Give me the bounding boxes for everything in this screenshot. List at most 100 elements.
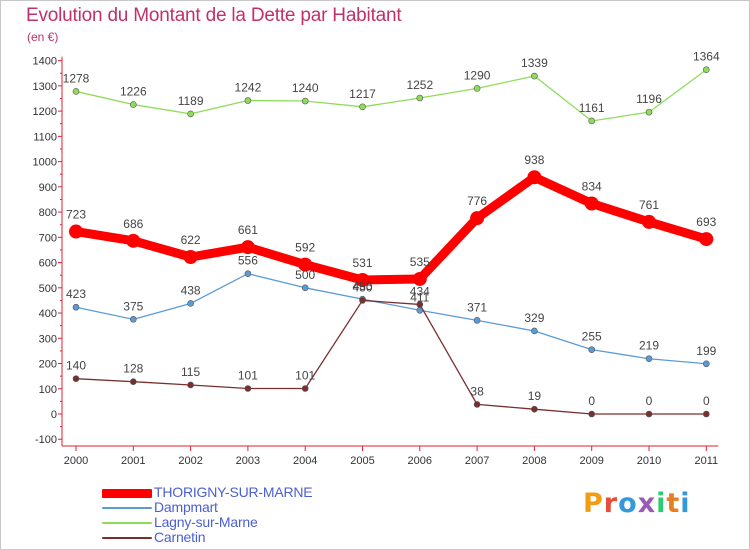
x-tick-label: 2008	[522, 455, 546, 467]
y-tick-label: 1100	[33, 131, 57, 143]
data-point	[645, 410, 653, 418]
data-label: 1290	[464, 68, 491, 82]
x-tick-label: 2002	[178, 455, 202, 467]
data-label: 329	[524, 311, 544, 325]
data-label: 1339	[521, 56, 548, 70]
data-point	[645, 355, 653, 363]
series-line	[75, 299, 707, 415]
data-point	[531, 72, 538, 80]
legend-label: THORIGNY-SUR-MARNE	[154, 484, 313, 500]
y-tick-label: 1300	[33, 81, 57, 93]
data-point	[130, 101, 137, 108]
data-point	[588, 117, 596, 125]
y-tick-label: 1000	[33, 157, 57, 169]
data-point	[301, 385, 309, 392]
data-point	[72, 303, 80, 311]
data-label: 0	[588, 394, 595, 408]
data-point	[187, 381, 194, 389]
proxiti-logo: Proxiti	[583, 488, 691, 519]
data-point	[473, 317, 481, 324]
data-point	[699, 232, 714, 247]
data-point	[244, 97, 252, 104]
data-point	[702, 410, 710, 418]
data-point	[531, 405, 538, 413]
data-label: 434	[410, 284, 430, 298]
data-point	[645, 108, 653, 116]
data-point	[130, 316, 137, 323]
data-label: 455	[352, 279, 372, 293]
data-point	[416, 301, 424, 308]
data-label: 938	[524, 153, 544, 167]
data-point	[359, 103, 366, 111]
data-label: 693	[696, 215, 716, 229]
data-point	[72, 88, 80, 95]
data-label: 450	[352, 280, 372, 294]
series-line	[71, 172, 711, 285]
data-point	[69, 224, 83, 239]
data-point	[642, 214, 656, 229]
data-point	[355, 272, 370, 287]
data-point	[298, 257, 313, 272]
legend-label: Dampmart	[154, 499, 218, 515]
x-tick-label: 2009	[579, 455, 603, 467]
data-point	[416, 94, 424, 102]
data-label: 686	[123, 217, 143, 231]
legend-swatch	[102, 522, 152, 524]
data-point	[359, 297, 366, 304]
y-tick-label: 1400	[33, 56, 57, 68]
y-tick-label: 200	[39, 359, 57, 371]
data-label: 115	[181, 365, 200, 379]
data-label: 776	[467, 194, 487, 208]
data-point	[301, 97, 309, 105]
data-label: 19	[528, 389, 542, 403]
x-tick-label: 2000	[64, 455, 88, 467]
data-label: 834	[582, 179, 602, 193]
y-tick-label: 300	[39, 333, 57, 345]
data-point	[588, 410, 596, 418]
data-label: 1252	[406, 78, 433, 92]
data-label: 1226	[120, 85, 147, 99]
data-label: 556	[238, 254, 258, 268]
data-point	[588, 346, 596, 353]
data-point	[702, 66, 710, 74]
data-label: 1161	[579, 101, 605, 115]
data-label: 500	[295, 268, 315, 282]
chart-unit: (en €)	[27, 30, 59, 44]
data-point	[72, 375, 80, 382]
data-label: 1217	[349, 87, 376, 101]
data-point	[527, 170, 542, 185]
data-label: 371	[467, 300, 487, 314]
data-point	[470, 211, 485, 226]
y-tick-label: 0	[51, 409, 57, 421]
series-line	[75, 69, 707, 122]
data-label: 1240	[292, 81, 319, 95]
data-label: 1278	[63, 71, 90, 85]
y-tick-label: 1200	[33, 106, 57, 118]
data-point	[126, 233, 141, 248]
data-label: 761	[639, 198, 659, 212]
data-label: 375	[123, 299, 143, 313]
data-point	[531, 327, 538, 335]
y-tick-label: 600	[39, 258, 57, 270]
data-point	[473, 401, 481, 408]
chart-title: Evolution du Montant de la Dette par Hab…	[26, 5, 402, 26]
x-tick-label: 2011	[694, 455, 718, 467]
legend-label: Carnetin	[154, 529, 206, 545]
series-line	[75, 273, 707, 365]
x-tick-label: 2003	[236, 455, 260, 467]
x-tick-label: 2001	[121, 455, 145, 467]
data-point	[130, 378, 137, 385]
data-label: 140	[66, 359, 86, 373]
x-tick-label: 2007	[465, 455, 489, 467]
data-label: 661	[238, 223, 258, 237]
data-label: 101	[238, 369, 258, 383]
y-tick-label: 500	[39, 283, 57, 295]
data-label: 219	[639, 339, 659, 353]
data-label: 535	[410, 255, 430, 269]
x-tick-label: 2006	[408, 455, 432, 467]
data-point	[702, 360, 710, 368]
data-label: 531	[352, 256, 372, 270]
x-tick-label: 2004	[293, 455, 317, 467]
